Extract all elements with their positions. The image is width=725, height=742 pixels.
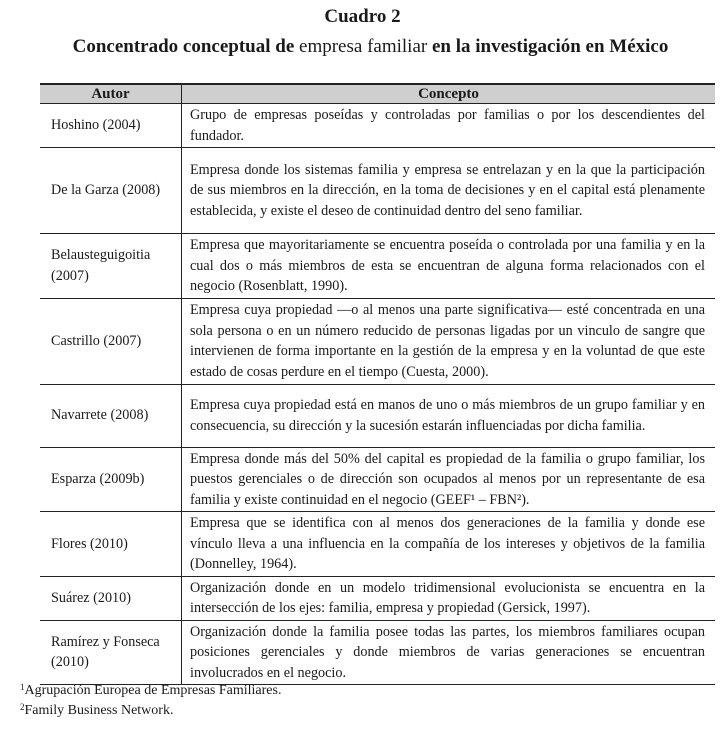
table-row: Esparza (2009b) Empresa donde más del 50%… (40, 447, 715, 512)
footnote-mark: 1 (20, 682, 25, 692)
header-autor: Autor (40, 83, 182, 104)
title-part-2: empresa familiar (299, 36, 428, 57)
header-row: Autor Concepto (40, 83, 715, 104)
table-row: Hoshino (2004) Grupo de empresas poseídas… (40, 103, 715, 148)
autor-cell: Suárez (2010) (40, 576, 182, 621)
header-concepto: Concepto (181, 83, 715, 104)
concepto-cell: Empresa cuya propiedad está en manos de … (181, 384, 715, 448)
concepto-cell: Empresa donde los sistemas familia y emp… (181, 147, 715, 234)
title-part-1: Concentrado conceptual de (72, 36, 300, 57)
concepto-cell: Empresa que se identifica con al menos d… (181, 511, 715, 577)
footnote-mark: 2 (20, 702, 25, 712)
concepto-cell: Grupo de empresas poseídas y controladas… (181, 103, 715, 148)
table-row: Suárez (2010) Organización donde en un mo… (40, 576, 715, 621)
table-number: Cuadro 2 (324, 6, 401, 27)
concept-table: Autor Concepto Hoshino (2004) Grupo de em… (40, 83, 715, 685)
table-row: Navarrete (2008) Empresa cuya propiedad e… (40, 384, 715, 448)
concepto-cell: Organización donde en un modelo tridimen… (181, 576, 715, 621)
title-part-3: en la investigación en México (427, 36, 669, 57)
autor-cell: Navarrete (2008) (40, 384, 182, 448)
autor-cell: Belausteguigoitia (2007) (40, 233, 182, 299)
table-row: Castrillo (2007) Empresa cuya propiedad —… (40, 298, 715, 385)
table-title: Concentrado conceptual de empresa famili… (8, 36, 725, 58)
table-row: Flores (2010) Empresa que se identifica c… (40, 511, 715, 577)
footnote-text: Family Business Network. (24, 703, 174, 718)
concepto-cell: Empresa donde más del 50% del capital es… (181, 447, 715, 512)
footnote-2: 2Family Business Network. (20, 703, 173, 719)
concepto-cell: Empresa que mayoritariamente se encuentr… (181, 233, 715, 299)
footnote-text: Agrupación Europea de Empresas Familiare… (24, 683, 282, 698)
autor-cell: De la Garza (2008) (40, 147, 182, 234)
autor-cell: Flores (2010) (40, 511, 182, 577)
concepto-cell: Organización donde la familia posee toda… (181, 620, 715, 685)
autor-cell: Castrillo (2007) (40, 298, 182, 385)
footnote-1: 1Agrupación Europea de Empresas Familiar… (20, 683, 281, 699)
table-row: Ramírez y Fonseca (2010) Organización don… (40, 620, 715, 685)
table-row: Belausteguigoitia (2007) Empresa que mayo… (40, 233, 715, 299)
autor-cell: Esparza (2009b) (40, 447, 182, 512)
autor-cell: Hoshino (2004) (40, 103, 182, 148)
autor-cell: Ramírez y Fonseca (2010) (40, 620, 182, 685)
table-row: De la Garza (2008) Empresa donde los sist… (40, 147, 715, 234)
concepto-cell: Empresa cuya propiedad —o al menos una p… (181, 298, 715, 385)
